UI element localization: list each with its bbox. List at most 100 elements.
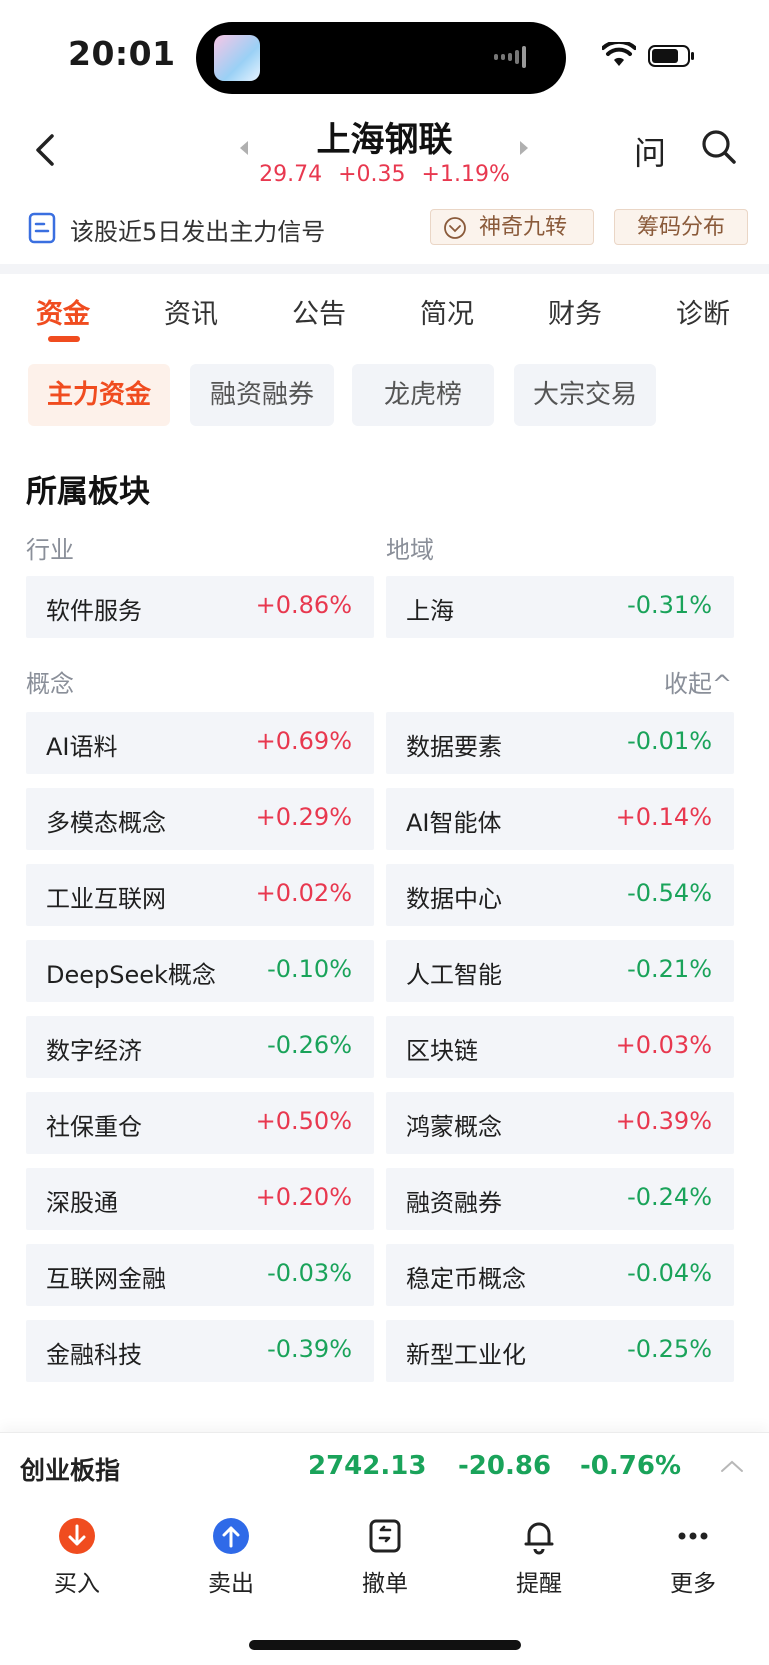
sell-button[interactable]: 卖出 bbox=[176, 1516, 286, 1598]
sector-name: 稳定币概念 bbox=[406, 1265, 526, 1293]
sector-name: AI语料 bbox=[46, 733, 118, 761]
sector-pct: +0.14% bbox=[615, 803, 712, 831]
sell-label: 卖出 bbox=[208, 1571, 254, 1597]
concept-item[interactable]: AI智能体 +0.14% bbox=[386, 788, 734, 850]
sector-name: 金融科技 bbox=[46, 1341, 142, 1369]
concept-item[interactable]: 深股通 +0.20% bbox=[26, 1168, 374, 1230]
concept-item[interactable]: 区块链 +0.03% bbox=[386, 1016, 734, 1078]
concept-item[interactable]: 数据中心 -0.54% bbox=[386, 864, 734, 926]
more-button[interactable]: 更多 bbox=[638, 1516, 748, 1598]
sector-name: 深股通 bbox=[46, 1189, 118, 1217]
concept-item[interactable]: 互联网金融 -0.03% bbox=[26, 1244, 374, 1306]
concept-item[interactable]: AI语料 +0.69% bbox=[26, 712, 374, 774]
concept-item[interactable]: DeepSeek概念 -0.10% bbox=[26, 940, 374, 1002]
bell-icon bbox=[524, 1522, 554, 1555]
tab-news[interactable]: 资讯 bbox=[164, 299, 218, 330]
subtab-main-funds[interactable]: 主力资金 bbox=[28, 364, 170, 426]
section-divider bbox=[0, 264, 769, 274]
concept-item[interactable]: 鸿蒙概念 +0.39% bbox=[386, 1092, 734, 1154]
sector-pct: -0.24% bbox=[627, 1183, 712, 1211]
stock-change-pct: +1.19% bbox=[421, 162, 510, 187]
index-ticker-bar[interactable]: 创业板指 2742.13 -20.86 -0.76% bbox=[0, 1432, 769, 1505]
cancel-order-icon bbox=[369, 1519, 401, 1553]
sector-name: 数字经济 bbox=[46, 1037, 142, 1065]
remind-button[interactable]: 提醒 bbox=[484, 1516, 594, 1598]
search-icon[interactable] bbox=[700, 128, 738, 166]
sector-name: 多模态概念 bbox=[46, 809, 166, 837]
subtab-block-trade[interactable]: 大宗交易 bbox=[514, 364, 656, 426]
chip-distribution-button[interactable]: 筹码分布 bbox=[614, 209, 748, 245]
dynamic-island bbox=[196, 22, 566, 94]
back-icon[interactable] bbox=[30, 130, 60, 170]
sector-pct: +0.50% bbox=[255, 1107, 352, 1135]
concept-item[interactable]: 新型工业化 -0.25% bbox=[386, 1320, 734, 1382]
sector-name: 鸿蒙概念 bbox=[406, 1113, 502, 1141]
more-label: 更多 bbox=[670, 1571, 716, 1597]
tab-announcements[interactable]: 公告 bbox=[292, 299, 346, 330]
remind-label: 提醒 bbox=[516, 1571, 562, 1597]
stock-quote: 29.74 +0.35 +1.19% bbox=[0, 162, 769, 187]
region-label: 地域 bbox=[386, 536, 434, 564]
sector-pct: -0.26% bbox=[267, 1031, 352, 1059]
arrow-down-circle-icon bbox=[59, 1518, 95, 1554]
sector-name: 新型工业化 bbox=[406, 1341, 526, 1369]
cancel-order-button[interactable]: 撤单 bbox=[330, 1516, 440, 1598]
industry-label: 行业 bbox=[26, 536, 74, 564]
tab-funds[interactable]: 资金 bbox=[36, 299, 90, 330]
concept-item[interactable]: 社保重仓 +0.50% bbox=[26, 1092, 374, 1154]
concept-item[interactable]: 融资融券 -0.24% bbox=[386, 1168, 734, 1230]
sector-pct: -0.03% bbox=[267, 1259, 352, 1287]
signal-text[interactable]: 该股近5日发出主力信号 bbox=[70, 218, 326, 246]
magic-nine-button[interactable]: 神奇九转 bbox=[430, 209, 594, 245]
concept-item[interactable]: 人工智能 -0.21% bbox=[386, 940, 734, 1002]
industry-item[interactable]: 软件服务 +0.86% bbox=[26, 576, 374, 638]
ask-button[interactable]: 问 bbox=[634, 134, 667, 172]
collapse-button[interactable]: 收起^ bbox=[664, 670, 733, 698]
tab-diagnosis[interactable]: 诊断 bbox=[676, 299, 730, 330]
sector-pct: +0.86% bbox=[255, 591, 352, 619]
concept-item[interactable]: 工业互联网 +0.02% bbox=[26, 864, 374, 926]
index-change: -20.86 bbox=[458, 1451, 552, 1481]
sector-pct: -0.04% bbox=[627, 1259, 712, 1287]
concept-item[interactable]: 多模态概念 +0.29% bbox=[26, 788, 374, 850]
concept-item[interactable]: 稳定币概念 -0.04% bbox=[386, 1244, 734, 1306]
sector-pct: -0.31% bbox=[627, 591, 712, 619]
document-icon bbox=[28, 212, 56, 244]
buy-button[interactable]: 买入 bbox=[22, 1516, 132, 1598]
wifi-icon bbox=[602, 42, 636, 66]
sector-name: 互联网金融 bbox=[46, 1265, 166, 1293]
sector-pct: +0.69% bbox=[255, 727, 352, 755]
tab-profile[interactable]: 简况 bbox=[420, 299, 474, 330]
sector-pct: +0.39% bbox=[615, 1107, 712, 1135]
home-indicator[interactable] bbox=[249, 1640, 521, 1650]
sector-name: 融资融券 bbox=[406, 1189, 502, 1217]
concept-item[interactable]: 数字经济 -0.26% bbox=[26, 1016, 374, 1078]
tab-finance[interactable]: 财务 bbox=[548, 299, 602, 330]
magic-nine-label: 神奇九转 bbox=[479, 215, 568, 240]
sector-name: 数据要素 bbox=[406, 733, 502, 761]
sector-pct: -0.54% bbox=[627, 879, 712, 907]
audio-wave-icon bbox=[494, 46, 538, 70]
prev-stock-arrow-icon[interactable] bbox=[240, 141, 248, 155]
stock-title: 上海钢联 bbox=[316, 120, 453, 160]
concept-item[interactable]: 金融科技 -0.39% bbox=[26, 1320, 374, 1382]
active-tab-indicator bbox=[48, 336, 80, 342]
app-icon bbox=[214, 35, 260, 81]
concept-item[interactable]: 数据要素 -0.01% bbox=[386, 712, 734, 774]
sector-pct: +0.02% bbox=[255, 879, 352, 907]
sector-pct: -0.21% bbox=[627, 955, 712, 983]
sector-name: 人工智能 bbox=[406, 961, 502, 989]
subtab-margin[interactable]: 融资融券 bbox=[190, 364, 334, 426]
sector-pct: +0.03% bbox=[615, 1031, 712, 1059]
region-item[interactable]: 上海 -0.31% bbox=[386, 576, 734, 638]
concept-label: 概念 bbox=[26, 670, 74, 698]
stock-change: +0.35 bbox=[338, 162, 406, 187]
sector-pct: -0.01% bbox=[627, 727, 712, 755]
battery-icon bbox=[648, 45, 694, 67]
sector-pct: -0.39% bbox=[267, 1335, 352, 1363]
chevron-up-icon[interactable] bbox=[720, 1459, 744, 1473]
next-stock-arrow-icon[interactable] bbox=[520, 141, 528, 155]
sector-name: AI智能体 bbox=[406, 809, 502, 837]
bottom-nav: 买入 卖出 撤单 提醒 更多 bbox=[0, 1504, 769, 1604]
subtab-dragon-tiger[interactable]: 龙虎榜 bbox=[352, 364, 494, 426]
